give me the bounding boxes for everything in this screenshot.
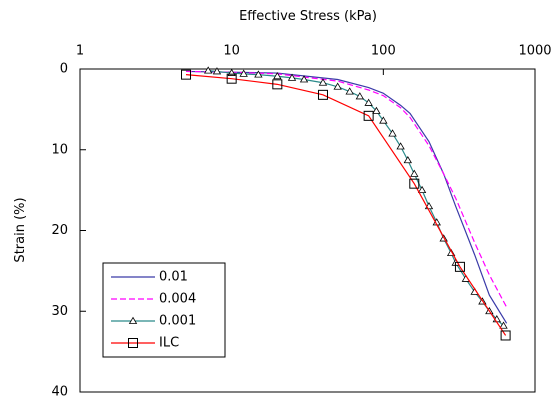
marker-triangle [388, 129, 397, 137]
x-axis-title: Effective Stress (kPa) [239, 9, 377, 24]
legend: 0.01 0.004 0.001 ILC [102, 262, 226, 358]
y-tick-label: 0 [60, 62, 68, 77]
marker-square [363, 110, 374, 121]
y-axis-title: Strain (%) [13, 197, 28, 262]
marker-triangle [396, 142, 405, 150]
marker-square [181, 69, 192, 80]
marker-square [454, 261, 465, 272]
marker-square [317, 89, 328, 100]
marker-square [226, 73, 237, 84]
marker-triangle [499, 321, 508, 329]
marker-triangle [403, 155, 413, 164]
marker-square [128, 338, 138, 348]
marker-triangle [333, 82, 342, 90]
x-tick-label: 10 [223, 44, 240, 59]
x-tick-label: 1 [76, 44, 84, 59]
y-tick-label: 30 [51, 304, 68, 319]
legend-label: 0.004 [159, 292, 196, 307]
series-line [185, 70, 508, 324]
x-tick-label: 100 [371, 44, 396, 59]
marker-triangle [410, 169, 419, 177]
marker-square [272, 79, 283, 90]
marker-triangle [345, 87, 354, 95]
marker-triangle [379, 116, 388, 124]
marker-triangle [355, 92, 365, 100]
marker-triangle [299, 75, 309, 83]
y-tick-label: 40 [51, 385, 68, 400]
marker-triangle [417, 185, 427, 194]
series-line [185, 74, 507, 336]
marker-triangle [273, 71, 282, 80]
marker-triangle [254, 70, 263, 78]
series-line [185, 70, 508, 308]
y-tick-label: 10 [51, 142, 68, 157]
x-tick-label: 1000 [518, 44, 551, 59]
marker-triangle [318, 78, 328, 86]
marker-square [409, 178, 420, 189]
marker-triangle [287, 73, 297, 81]
legend-label: 0.001 [159, 314, 196, 329]
marker-triangle [372, 106, 381, 114]
legend-label: ILC [159, 336, 179, 351]
marker-triangle [128, 316, 138, 324]
legend-box [102, 262, 226, 358]
y-tick-label: 20 [51, 223, 68, 238]
marker-triangle [364, 98, 373, 106]
marker-triangle [212, 67, 222, 75]
marker-triangle [239, 69, 248, 77]
marker-square [500, 330, 511, 341]
legend-label: 0.01 [159, 270, 188, 285]
marker-triangle [203, 66, 213, 74]
series-line [208, 70, 504, 327]
